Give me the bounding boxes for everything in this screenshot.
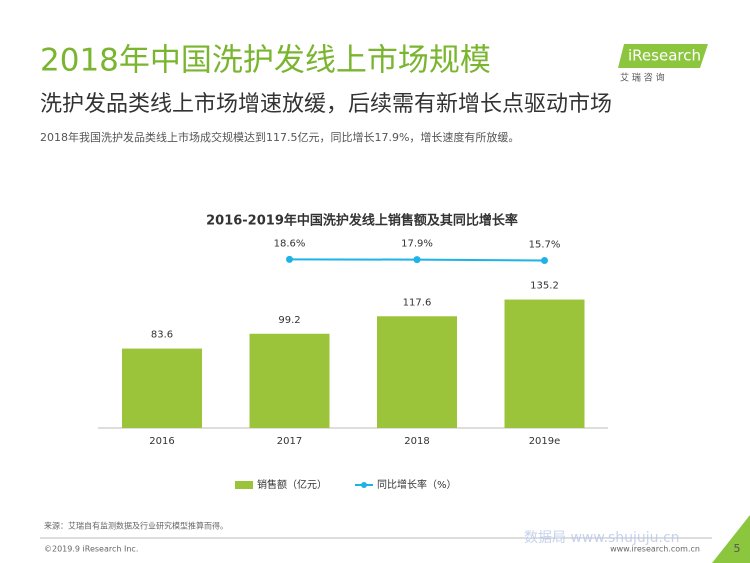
data-label: 99.2 [278, 315, 300, 326]
legend-label: 同比增长率（%） [377, 478, 457, 491]
logo-shape [618, 44, 708, 68]
title: 2018年中国洗护发线上市场规模 [40, 43, 491, 79]
x-tick-label: 2019e [529, 436, 561, 447]
x-tick-label: 2018 [404, 436, 429, 447]
description: 2018年我国洗护发品类线上市场成交规模达到117.5亿元，同比增长17.9%，… [40, 130, 519, 144]
corner [712, 515, 750, 563]
legend-swatch [361, 482, 367, 488]
x-tick-label: 2017 [277, 436, 302, 447]
bar [377, 316, 457, 428]
watermark: 数据局 www.shujuju.cn [524, 530, 680, 546]
bar [249, 333, 330, 428]
data-label: 18.6% [274, 238, 306, 249]
line-point [286, 255, 293, 263]
bar [122, 348, 202, 428]
line-point [541, 257, 548, 265]
url: www.iresearch.com.cn [610, 545, 700, 554]
data-label: 17.9% [401, 239, 433, 250]
x-tick-label: 2016 [149, 436, 174, 447]
copyright: ©2019.9 iResearch Inc. [44, 545, 138, 554]
data-label: 83.6 [151, 330, 173, 341]
line-point [413, 256, 421, 264]
logo-sub: 艾 瑞 咨 询 [620, 72, 665, 84]
chart-title: 2016-2019年中国洗护发线上销售额及其同比增长率 [206, 213, 518, 229]
data-label: 135.2 [530, 281, 559, 292]
source: 来源：艾瑞自有监测数据及行业研究模型推算而得。 [44, 521, 228, 531]
data-label: 117.6 [403, 297, 432, 308]
bar [504, 299, 585, 428]
legend-swatch [235, 481, 253, 489]
data-label: 15.7% [529, 240, 561, 251]
legend-label: 销售额（亿元） [257, 478, 327, 491]
subtitle: 洗护发品类线上市场增速放缓，后续需有新增长点驱动市场 [40, 92, 612, 117]
logo: iResearch [628, 47, 701, 65]
page-number: 5 [734, 542, 741, 555]
